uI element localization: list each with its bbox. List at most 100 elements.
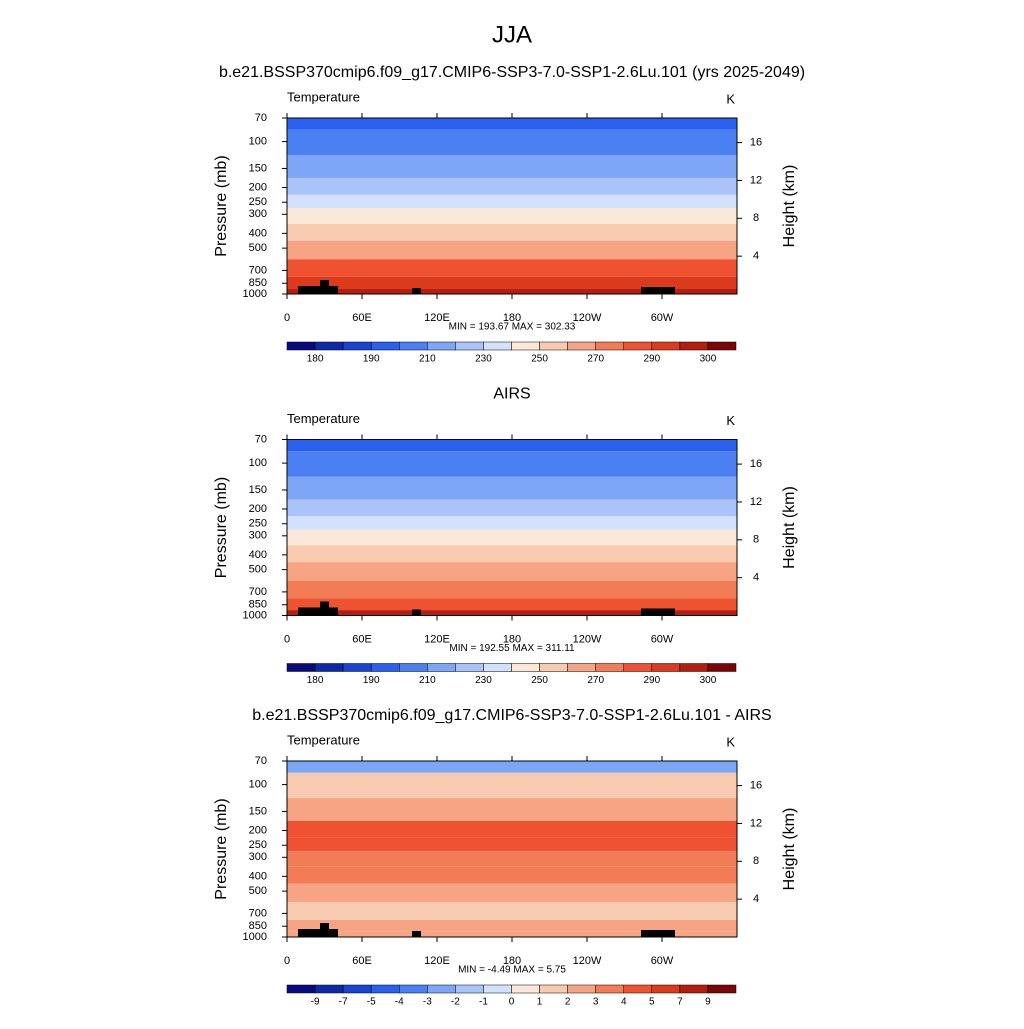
colorbar-box: [651, 341, 681, 351]
y-tick-label: 70: [255, 433, 267, 445]
contour-band: [287, 451, 737, 477]
y2-tick-label: 12: [750, 174, 762, 186]
y-tick-label: 300: [249, 530, 267, 542]
colorbar-box: [511, 984, 540, 994]
colorbar-box: [455, 663, 484, 672]
contour-band: [287, 194, 737, 209]
y-tick-label: 300: [249, 208, 267, 220]
y2-tick-label: 12: [750, 496, 762, 508]
colorbar-box: [314, 663, 344, 672]
colorbar-label: 300: [700, 675, 717, 686]
y-tick-label: 250: [249, 839, 267, 851]
colorbar-box: [483, 663, 512, 672]
contour-band: [287, 761, 737, 773]
y-tick-label: 150: [249, 162, 267, 174]
contour-band: [287, 562, 737, 581]
x-tick-label: 0: [284, 955, 290, 967]
y-tick-label: 300: [249, 851, 267, 863]
colorbar-box: [286, 341, 316, 351]
contour-band: [287, 580, 737, 599]
x-tick-label: 120W: [573, 633, 602, 645]
colorbar-label: 190: [363, 675, 380, 686]
left-label: Temperature: [287, 89, 360, 104]
y2-tick-label: 4: [753, 250, 759, 262]
colorbar-label: 300: [700, 354, 717, 365]
y-tick-label: 850: [249, 599, 267, 611]
colorbar-box: [314, 341, 344, 351]
colorbar-box: [679, 341, 709, 351]
contour-band: [287, 259, 737, 277]
colorbar-box: [623, 663, 653, 672]
y-axis-label: Pressure (mb): [213, 155, 230, 256]
colorbar-box: [399, 984, 428, 994]
y-tick-label: 1000: [243, 931, 267, 943]
x-tick-label: 120W: [573, 955, 602, 967]
y2-axis-label: Height (km): [781, 808, 798, 891]
y-tick-label: 1000: [243, 609, 267, 621]
contour-band: [287, 476, 737, 500]
figure-title: JJA: [492, 21, 532, 48]
y2-axis-label: Height (km): [781, 486, 798, 569]
y2-tick-label: 16: [750, 780, 762, 792]
x-tick-label: 60W: [651, 955, 674, 967]
colorbar-box: [455, 984, 484, 994]
y-tick-label: 700: [249, 264, 267, 276]
x-tick-label: 60E: [352, 955, 372, 967]
colorbar-box: [483, 341, 512, 351]
contour-band: [287, 223, 737, 241]
y2-tick-label: 4: [753, 893, 759, 905]
colorbar-box: [427, 663, 456, 672]
colorbar-box: [651, 984, 681, 994]
colorbar-label: 270: [587, 354, 604, 365]
x-tick-label: 0: [284, 312, 290, 324]
colorbar-label: -3: [423, 997, 432, 1008]
colorbar-box: [679, 663, 709, 672]
colorbar-label: 250: [531, 675, 548, 686]
topography: [412, 288, 421, 294]
colorbar-box: [511, 663, 540, 672]
colorbar-label: 210: [419, 354, 436, 365]
y-tick-label: 400: [249, 549, 267, 561]
colorbar-label: 5: [649, 997, 655, 1008]
contour-band: [287, 820, 737, 838]
colorbar-box: [707, 984, 737, 994]
colorbar-box: [567, 341, 596, 351]
x-tick-label: 60E: [352, 312, 372, 324]
y-tick-label: 150: [249, 805, 267, 817]
y-tick-label: 850: [249, 920, 267, 932]
right-label: K: [726, 734, 735, 749]
colorbar-box: [314, 984, 344, 994]
y2-tick-label: 16: [750, 137, 762, 149]
y-tick-label: 700: [249, 907, 267, 919]
colorbar-box: [342, 341, 372, 351]
y-tick-label: 500: [249, 564, 267, 576]
y-tick-label: 250: [249, 518, 267, 530]
topography: [298, 929, 338, 937]
y-tick-label: 1000: [243, 288, 267, 300]
colorbar-label: 180: [307, 675, 324, 686]
x-tick-label: 60W: [651, 633, 674, 645]
contour-band: [287, 288, 737, 294]
colorbar-box: [511, 341, 540, 351]
y-tick-label: 100: [249, 457, 267, 469]
y-tick-label: 100: [249, 779, 267, 791]
y-tick-label: 500: [249, 242, 267, 254]
x-tick-label: 120E: [424, 312, 450, 324]
y2-tick-label: 12: [750, 817, 762, 829]
colorbar-box: [342, 984, 372, 994]
colorbar-box: [539, 663, 568, 672]
colorbar-box: [679, 984, 709, 994]
x-tick-label: 120E: [424, 955, 450, 967]
colorbar-label: 0: [509, 997, 515, 1008]
topography: [320, 601, 329, 616]
y2-tick-label: 16: [750, 458, 762, 470]
contour-band: [287, 610, 737, 616]
colorbar-box: [623, 984, 653, 994]
topography: [641, 287, 675, 294]
contour-band: [287, 902, 737, 920]
x-tick-label: 0: [284, 633, 290, 645]
x-tick-label: 180: [503, 955, 521, 967]
contour-band: [287, 529, 737, 546]
colorbar-label: 290: [643, 675, 660, 686]
colorbar-label: 9: [705, 997, 711, 1008]
